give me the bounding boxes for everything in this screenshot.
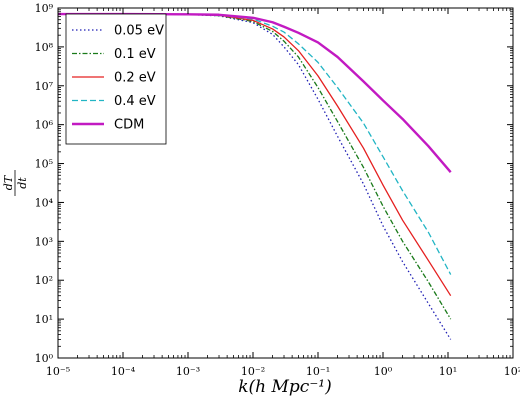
- y-tick-label: 10⁴: [35, 196, 54, 209]
- y-tick-label: 10⁸: [35, 41, 54, 54]
- legend-label-3: 0.4 eV: [114, 94, 156, 109]
- series-line-4: [58, 12, 452, 173]
- legend-label-4: CDM: [114, 118, 144, 133]
- y-axis-title-denominator: dt: [16, 177, 29, 189]
- x-axis-title: k(h Mpc⁻¹): [238, 377, 332, 397]
- y-tick-label: 10⁶: [35, 119, 54, 132]
- x-tick-label: 10⁰: [374, 365, 393, 378]
- y-axis-title-numerator: dT: [2, 174, 15, 190]
- legend-label-2: 0.2 eV: [114, 71, 156, 86]
- legend-frame: [65, 13, 167, 145]
- x-tick-label: 10⁻¹: [306, 365, 330, 378]
- y-tick-label: 10⁵: [35, 158, 53, 171]
- legend-label-0: 0.05 eV: [114, 24, 164, 39]
- x-tick-label: 10⁻³: [176, 365, 200, 378]
- y-tick-label: 10⁹: [35, 2, 54, 15]
- series-layer: [58, 12, 452, 340]
- legend-label-1: 0.1 eV: [114, 47, 156, 62]
- plot-frame: [57, 7, 514, 359]
- x-tick-label: 10²: [504, 365, 520, 378]
- tick-layer: 10⁻⁵ 10⁻⁴ 10⁻³ 10⁻² 10⁻¹ 10⁰ 10¹ 10² 10⁰ 10¹ 10² 10…: [35, 2, 520, 378]
- y-tick-label: 10³: [35, 235, 53, 248]
- x-tick-label: 10⁻²: [241, 365, 265, 378]
- x-tick-label: 10⁻⁵: [46, 365, 70, 378]
- legend: 0.05 eV 0.1 eV 0.2 eV 0.4 eV CDM: [65, 13, 167, 145]
- x-tick-label: 10⁻⁴: [111, 365, 136, 378]
- y-tick-label: 10²: [35, 274, 53, 287]
- y-tick-label: 10⁰: [35, 352, 54, 365]
- y-axis-title: dT dt: [2, 170, 29, 196]
- x-tick-label: 10¹: [439, 365, 457, 378]
- y-tick-label: 10⁷: [35, 80, 54, 93]
- y-tick-label: 10¹: [35, 313, 53, 326]
